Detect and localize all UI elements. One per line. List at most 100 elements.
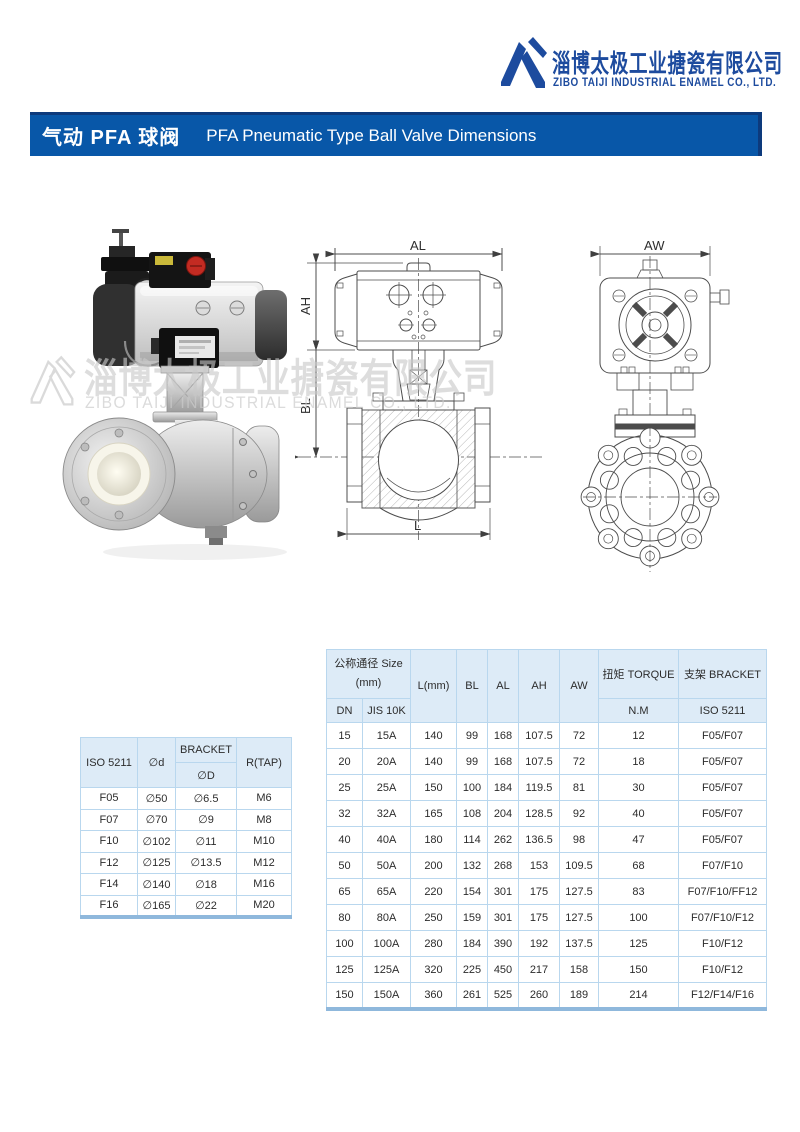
table-cell: 260 <box>518 982 560 1009</box>
front-label-BL: BL <box>298 398 313 414</box>
table-cell: 12 <box>598 722 679 749</box>
table-cell: ∅18 <box>175 873 237 896</box>
table-cell: 100 <box>326 930 363 957</box>
table-cell: 119.5 <box>518 774 560 801</box>
table-cell: 81 <box>559 774 599 801</box>
table-cell: 30 <box>598 774 679 801</box>
photo-shadow <box>103 544 287 560</box>
table-cell: 127.5 <box>559 904 599 931</box>
table-cell: 136.5 <box>518 826 560 853</box>
page-title-en: PFA Pneumatic Type Ball Valve Dimensions <box>206 125 537 145</box>
table-cell: 100 <box>456 774 488 801</box>
table-cell: 192 <box>518 930 560 957</box>
table-cell: 204 <box>487 800 519 827</box>
table-cell: 20 <box>326 748 363 775</box>
table-cell: 175 <box>518 904 560 931</box>
table-row: 40 40A 180 114 262 136.5 98 47 F05/F07 <box>326 826 767 853</box>
dim-AL <box>325 248 503 271</box>
actuator-end-view <box>599 259 730 374</box>
table-cell: 109.5 <box>559 852 599 879</box>
table-cell: 125A <box>362 956 411 983</box>
table-cell: 320 <box>410 956 457 983</box>
table-cell: 168 <box>487 748 519 775</box>
table-cell: 301 <box>487 878 519 905</box>
pfa-lined-flange <box>62 417 176 531</box>
dim-L <box>337 508 491 540</box>
table-cell: F05/F07 <box>678 774 767 801</box>
table-cell: 25 <box>326 774 363 801</box>
title-bar: 气动 PFA 球阀 PFA Pneumatic Type Ball Valve … <box>30 112 762 156</box>
table-cell: 127.5 <box>559 878 599 905</box>
flange-end-view <box>580 424 720 572</box>
table-cell: 72 <box>559 722 599 749</box>
table-row: 50 50A 200 132 268 153 109.5 68 F07/F10 <box>326 852 767 879</box>
actuator-outline <box>334 262 503 351</box>
bracket-header-rtap: R(TAP) <box>236 737 292 788</box>
table-cell: M12 <box>236 851 292 874</box>
table-cell: 140 <box>410 748 457 775</box>
table-cell: 262 <box>487 826 519 853</box>
dim-AW <box>590 246 711 276</box>
dims-header-bl: BL <box>456 649 488 723</box>
table-cell: ∅22 <box>175 894 237 917</box>
front-view-drawing: AL AH BL L <box>295 238 543 540</box>
side-label-AW: AW <box>644 238 665 253</box>
table-cell: 65A <box>362 878 411 905</box>
table-cell: ∅125 <box>137 851 176 874</box>
table-cell: M10 <box>236 830 292 853</box>
table-cell: ∅50 <box>137 787 176 810</box>
solenoid-valve <box>123 328 219 368</box>
table-cell: 65 <box>326 878 363 905</box>
table-row: F12 ∅125 ∅13.5 M12 <box>80 851 292 874</box>
table-cell: 390 <box>487 930 519 957</box>
table-cell: 20A <box>362 748 411 775</box>
table-cell: 184 <box>487 774 519 801</box>
table-cell: 225 <box>456 956 488 983</box>
table-cell: ∅70 <box>137 808 176 831</box>
table-cell: ∅6.5 <box>175 787 237 810</box>
table-cell: F05/F07 <box>678 800 767 827</box>
table-row: F16 ∅165 ∅22 M20 <box>80 894 292 917</box>
table-cell: ∅9 <box>175 808 237 831</box>
dimensions-table: 公称通径 Size (mm) L(mm) BL AL AH AW 扭矩 TORQ… <box>326 649 767 1011</box>
table-cell: 158 <box>559 956 599 983</box>
dims-header-size: 公称通径 Size (mm) <box>326 649 411 699</box>
table-cell: 83 <box>598 878 679 905</box>
table-cell: 200 <box>410 852 457 879</box>
table-cell: 153 <box>518 852 560 879</box>
table-cell: 50A <box>362 852 411 879</box>
table-cell: ∅13.5 <box>175 851 237 874</box>
dims-header-al: AL <box>487 649 519 723</box>
dims-header-bracket-unit: ISO 5211 <box>678 698 767 723</box>
table-cell: F07 <box>80 808 138 831</box>
bracket-stem-outline <box>614 366 696 438</box>
table-cell: 168 <box>487 722 519 749</box>
table-cell: F05/F07 <box>678 826 767 853</box>
dims-header-aw: AW <box>559 649 599 723</box>
table-row: 125 125A 320 225 450 217 158 150 F10/F12 <box>326 956 767 983</box>
table-cell: 301 <box>487 904 519 931</box>
table-cell: 108 <box>456 800 488 827</box>
table-cell: 180 <box>410 826 457 853</box>
table-cell: 450 <box>487 956 519 983</box>
table-cell: 150A <box>362 982 411 1009</box>
table-row: 25 25A 150 100 184 119.5 81 30 F05/F07 <box>326 774 767 801</box>
table-cell: M16 <box>236 873 292 896</box>
table-cell: 132 <box>456 852 488 879</box>
table-cell: 150 <box>410 774 457 801</box>
table-cell: ∅140 <box>137 873 176 896</box>
table-cell: 107.5 <box>518 722 560 749</box>
table-cell: 150 <box>598 956 679 983</box>
table-cell: 125 <box>598 930 679 957</box>
table-cell: 214 <box>598 982 679 1009</box>
table-cell: F05/F07 <box>678 722 767 749</box>
table-row: F14 ∅140 ∅18 M16 <box>80 873 292 896</box>
table-row: F05 ∅50 ∅6.5 M6 <box>80 787 292 810</box>
table-cell: F10/F12 <box>678 930 767 957</box>
table-cell: 268 <box>487 852 519 879</box>
page-title-cn: 气动 PFA 球阀 <box>42 127 181 149</box>
table-cell: 92 <box>559 800 599 827</box>
table-cell: F16 <box>80 894 138 917</box>
front-label-AL: AL <box>410 238 426 253</box>
